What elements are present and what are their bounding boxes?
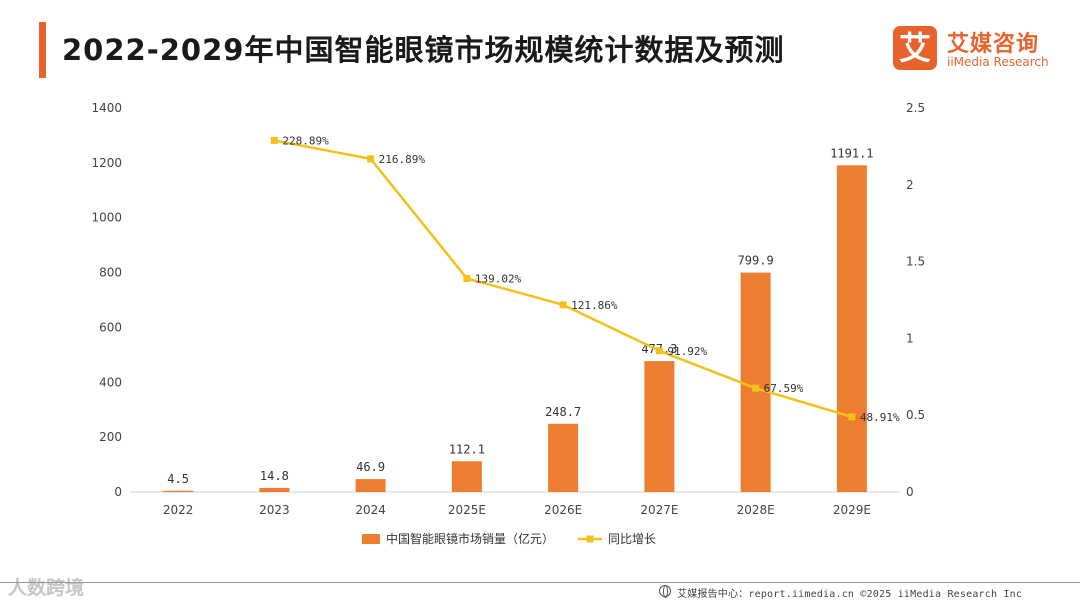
bar [548,423,579,492]
bar [740,272,771,492]
growth-value-label: 91.92% [667,345,707,358]
y-left-tick-label: 200 [99,430,122,444]
x-tick-label: 2024 [355,503,386,517]
x-tick-label: 2029E [833,503,871,517]
x-tick-label: 2025E [448,503,486,517]
y-left-tick-label: 0 [114,485,122,499]
growth-point [270,136,278,144]
y-left-tick-label: 1000 [91,211,122,225]
bar-value-label: 248.7 [545,405,581,419]
bar [644,361,675,492]
bar-value-label: 4.5 [167,472,189,486]
y-left-tick-label: 1200 [91,156,122,170]
footer-divider [0,582,1080,583]
legend-bar-swatch [362,534,380,544]
bar-value-label: 14.8 [260,469,289,483]
y-left-tick-label: 800 [99,266,122,280]
logo-mark: 艾 [893,26,937,70]
bar [259,487,290,492]
x-tick-label: 2023 [259,503,290,517]
x-tick-label: 2027E [640,503,678,517]
x-tick-label: 2026E [544,503,582,517]
title-accent-bar [39,22,46,78]
x-tick-label: 2022 [163,503,194,517]
bar-value-label: 46.9 [356,460,385,474]
footer-source: 艾媒报告中心：report.iimedia.cn ©2025 iiMedia R… [677,589,1023,600]
logo-name-en: iiMedia Research [947,55,1049,69]
iimedia-logo: 艾 艾媒咨询 iiMedia Research [893,26,1053,72]
bar [355,479,386,492]
watermark: 人数跨境 [8,577,85,599]
globe-icon [659,585,671,598]
page-title: 2022-2029年中国智能眼镜市场规模统计数据及预测 [62,33,785,67]
bar-value-label: 112.1 [449,442,485,456]
legend-bar-label: 中国智能眼镜市场销量（亿元） [386,531,554,546]
y-right-tick-label: 1.5 [906,255,925,269]
logo-name-cn: 艾媒咨询 [947,32,1040,57]
y-right-tick-label: 1 [906,331,914,345]
growth-point [367,155,375,163]
growth-value-label: 121.86% [571,299,618,312]
y-left-tick-label: 1400 [91,101,122,115]
bar [836,165,867,492]
y-right-tick-label: 0.5 [906,408,925,422]
growth-point [559,301,567,309]
legend-line-marker [586,535,594,543]
legend-line-label: 同比增长 [608,532,656,546]
growth-value-label: 216.89% [379,153,426,166]
growth-value-label: 228.89% [282,134,329,147]
growth-value-label: 139.02% [475,272,522,285]
y-left-tick-label: 400 [99,375,122,389]
y-left-tick-label: 600 [99,320,122,334]
growth-value-label: 67.59% [764,382,804,395]
x-tick-label: 2028E [737,503,775,517]
bar [451,461,482,492]
growth-value-label: 48.91% [860,411,900,424]
bar-value-label: 799.9 [738,254,774,268]
growth-point [463,274,471,282]
y-right-tick-label: 2.5 [906,101,925,115]
y-right-tick-label: 2 [906,178,914,192]
bar-value-label: 1191.1 [830,146,873,160]
y-right-tick-label: 0 [906,485,914,499]
growth-point [752,384,760,392]
growth-point [848,413,856,421]
growth-point [655,347,663,355]
bar [163,490,194,492]
